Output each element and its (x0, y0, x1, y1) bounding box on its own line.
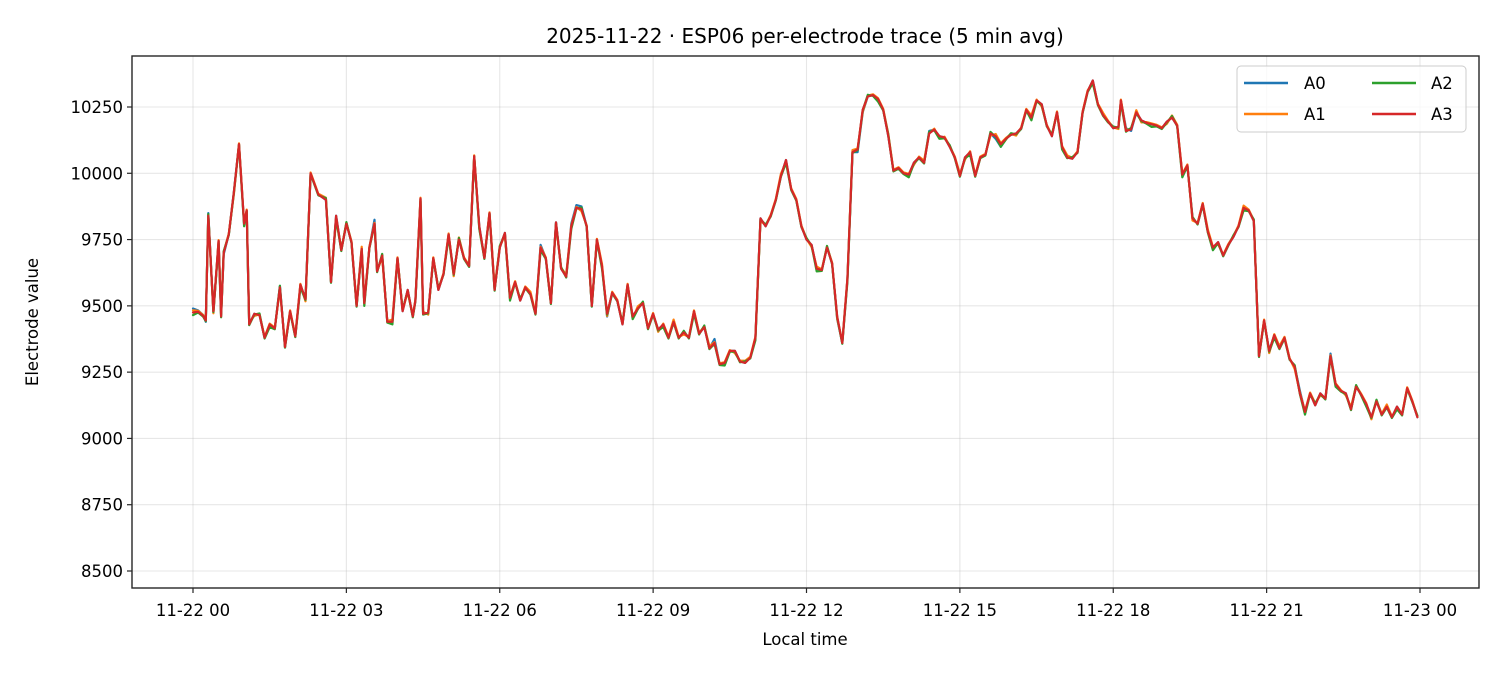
legend-label-a3: A3 (1431, 105, 1453, 124)
legend-label-a1: A1 (1304, 105, 1326, 124)
chart-title: 2025-11-22 · ESP06 per-electrode trace (… (546, 24, 1064, 48)
x-axis: 11-22 00 11-22 03 11-22 06 11-22 09 11-22 12… (156, 588, 1457, 620)
y-axis: 8500 8750 9000 9250 9500 9750 10000 10250 (71, 98, 132, 581)
grid-lines (132, 56, 1479, 588)
legend-label-a0: A0 (1304, 74, 1326, 93)
x-axis-label: Local time (762, 630, 847, 649)
plot-frame (131, 55, 1480, 589)
y-tick-label: 9500 (81, 297, 123, 316)
x-tick-label: 11-22 03 (309, 601, 383, 620)
x-tick-label: 11-22 21 (1230, 601, 1304, 620)
x-tick-label: 11-23 00 (1383, 601, 1457, 620)
series-line-a3 (191, 79, 1419, 419)
y-tick-label: 9250 (81, 363, 123, 382)
legend: A0 A1 A2 A3 (1236, 65, 1467, 133)
series-layer (191, 79, 1419, 421)
x-tick-label: 11-22 00 (156, 601, 230, 620)
y-tick-label: 10000 (71, 164, 124, 183)
y-axis-label: Electrode value (23, 258, 42, 386)
x-tick-label: 11-22 06 (463, 601, 537, 620)
x-tick-label: 11-22 09 (616, 601, 690, 620)
y-tick-label: 9750 (81, 231, 123, 250)
x-tick-label: 11-22 18 (1076, 601, 1150, 620)
y-tick-label: 8500 (81, 562, 123, 581)
x-tick-label: 11-22 12 (769, 601, 843, 620)
y-tick-label: 9000 (81, 429, 123, 448)
y-tick-label: 8750 (81, 496, 123, 515)
y-tick-label: 10250 (71, 98, 124, 117)
legend-label-a2: A2 (1431, 74, 1453, 93)
x-tick-label: 11-22 15 (923, 601, 997, 620)
